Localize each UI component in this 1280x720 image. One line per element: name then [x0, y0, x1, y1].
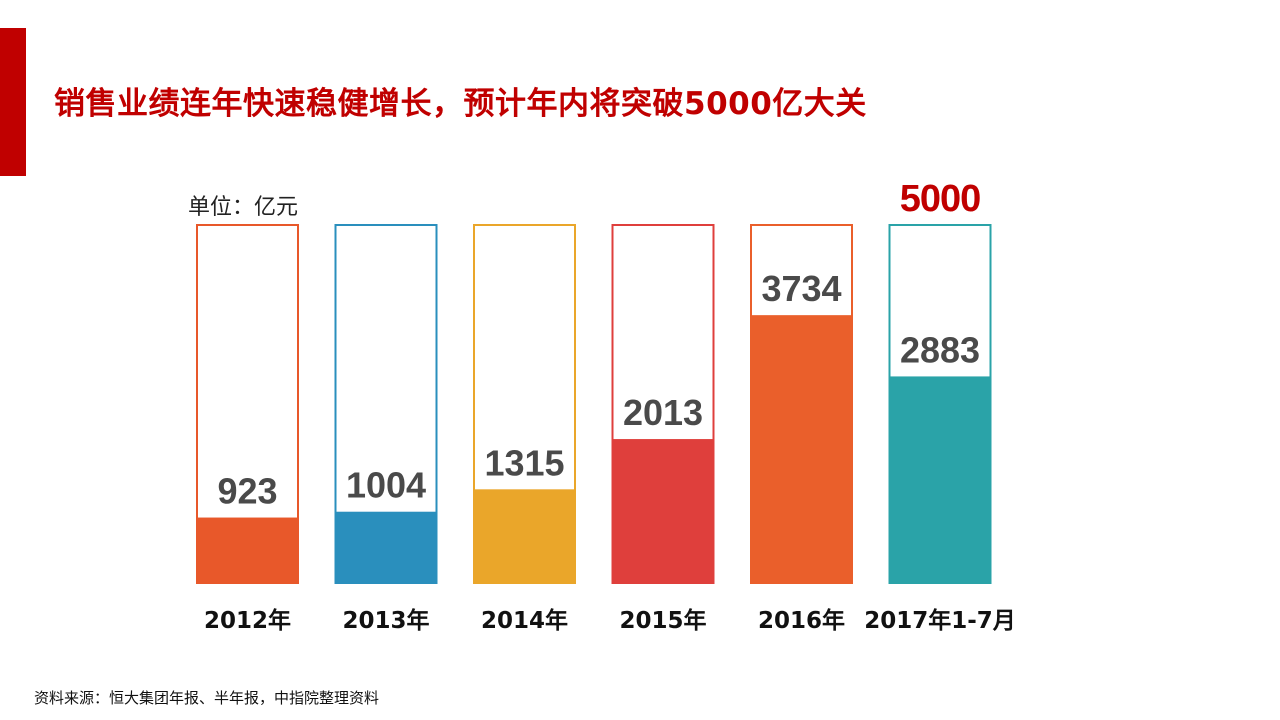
bar-target-frame [611, 224, 715, 584]
category-label: 2012年 [204, 607, 291, 634]
bar-value-label: 2013 [623, 392, 703, 433]
bar-value-label: 3734 [761, 268, 841, 309]
bar [888, 376, 992, 584]
category-label: 2017年1-7月 [864, 607, 1016, 634]
bar-value-label: 1004 [346, 465, 426, 506]
unit-label: 单位：亿元 [188, 195, 299, 220]
bar [334, 511, 438, 584]
slide-title: 销售业绩连年快速稳健增长，预计年内将突破5000亿大关 [54, 86, 867, 122]
bar-target-frame [196, 224, 299, 584]
bar-target-frame [473, 224, 576, 584]
bar-group: 1004 2013年 [334, 224, 438, 634]
bar-value-label: 1315 [484, 442, 564, 483]
bar [473, 489, 576, 584]
category-label: 2015年 [619, 607, 706, 634]
bar-value-label: 2883 [900, 329, 980, 370]
accent-bar [0, 28, 26, 176]
bar-group: 2013 2015年 [611, 224, 715, 634]
bar-target-frame [750, 224, 853, 584]
category-label: 2013年 [342, 607, 429, 634]
source-note: 资料来源：恒大集团年报、半年报，中指院整理资料 [34, 689, 380, 707]
bar-group: 1315 2014年 [473, 224, 576, 634]
bar-group: 923 2012年 [196, 224, 299, 634]
bar-target-frame [334, 224, 438, 584]
bar-target-frame [888, 224, 992, 584]
bar [750, 315, 853, 584]
category-label: 2016年 [758, 607, 845, 634]
category-label: 2014年 [481, 607, 568, 634]
bar [611, 439, 715, 584]
bar [196, 517, 299, 584]
bar-group: 3734 2016年 [750, 224, 853, 634]
target-value-label: 5000 [899, 178, 982, 220]
bar-value-label: 923 [217, 471, 277, 512]
bar-group: 2883 2017年1-7月 [864, 224, 1016, 634]
